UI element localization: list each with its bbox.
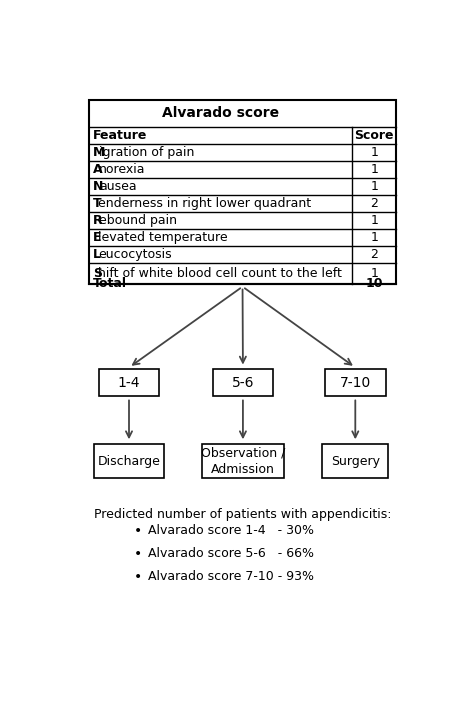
Text: N: N: [93, 180, 104, 193]
Text: S: S: [93, 266, 102, 280]
Text: igration of pain: igration of pain: [99, 146, 194, 159]
Bar: [325, 369, 385, 396]
Text: 10: 10: [365, 277, 383, 290]
Text: 1: 1: [370, 214, 378, 227]
Text: Total: Total: [93, 277, 128, 290]
Text: L: L: [93, 248, 101, 261]
Text: levated temperature: levated temperature: [98, 231, 228, 244]
Text: 2: 2: [370, 248, 378, 261]
Text: 7-10: 7-10: [340, 376, 371, 390]
Text: Surgery: Surgery: [331, 455, 380, 468]
Text: R: R: [93, 214, 103, 227]
Text: 2: 2: [370, 197, 378, 210]
Text: Alvarado score 1-4   - 30%: Alvarado score 1-4 - 30%: [148, 524, 314, 537]
Text: Predicted number of patients with appendicitis:: Predicted number of patients with append…: [94, 508, 392, 521]
Bar: [202, 443, 283, 478]
Text: •: •: [134, 570, 142, 584]
Bar: [213, 369, 273, 396]
Text: •: •: [134, 524, 142, 538]
Text: A: A: [93, 163, 103, 176]
Text: enderness in right lower quadrant: enderness in right lower quadrant: [98, 197, 311, 210]
Text: Observation /
Admission: Observation / Admission: [201, 446, 285, 476]
Text: E: E: [93, 231, 102, 244]
Text: Alvarado score: Alvarado score: [162, 106, 279, 121]
Text: 1: 1: [370, 146, 378, 159]
Text: Score: Score: [355, 129, 394, 142]
Text: T: T: [93, 197, 102, 210]
Text: ausea: ausea: [99, 180, 137, 193]
Text: 1: 1: [370, 180, 378, 193]
Text: Alvarado score 7-10 - 93%: Alvarado score 7-10 - 93%: [148, 570, 314, 583]
Bar: [322, 443, 388, 478]
Text: 1: 1: [370, 231, 378, 244]
Text: 1: 1: [370, 163, 378, 176]
Bar: [99, 369, 159, 396]
Text: norexia: norexia: [99, 163, 145, 176]
Text: Feature: Feature: [93, 129, 148, 142]
Text: •: •: [134, 547, 142, 560]
Text: M: M: [93, 146, 106, 159]
Text: 1: 1: [370, 266, 378, 280]
Text: 5-6: 5-6: [232, 376, 254, 390]
Bar: [94, 443, 164, 478]
Text: eucocytosis: eucocytosis: [98, 248, 172, 261]
Bar: [89, 99, 396, 283]
Text: Discharge: Discharge: [98, 455, 160, 468]
Text: 1-4: 1-4: [118, 376, 140, 390]
Text: ebound pain: ebound pain: [99, 214, 177, 227]
Text: Alvarado score 5-6   - 66%: Alvarado score 5-6 - 66%: [148, 548, 314, 560]
Text: hift of white blood cell count to the left: hift of white blood cell count to the le…: [98, 266, 342, 280]
